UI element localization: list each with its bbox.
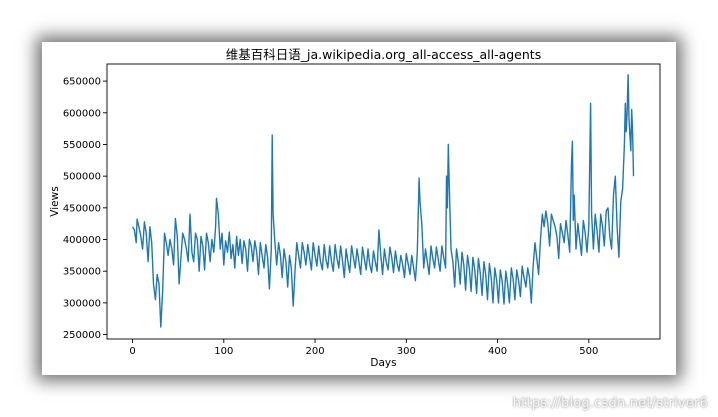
y-tick-label: 300000 (63, 298, 101, 309)
y-axis-label: Views (49, 186, 61, 216)
y-tick-label: 250000 (63, 330, 101, 341)
x-tick-label: 100 (214, 346, 233, 357)
y-tick-label: 600000 (63, 108, 101, 119)
x-axis-label: Days (370, 357, 396, 369)
chart-title: 维基百科日语_ja.wikipedia.org_all-access_all-a… (226, 47, 541, 62)
y-tick-label: 650000 (63, 77, 101, 88)
plot-frame (106, 63, 661, 340)
x-tick-label: 300 (397, 346, 416, 357)
series-line (131, 74, 635, 328)
y-tick-label: 450000 (63, 203, 101, 214)
x-tick-label: 0 (129, 346, 135, 357)
x-tick-label: 200 (306, 346, 325, 357)
y-tick-label: 550000 (63, 140, 101, 151)
x-tick-label: 500 (579, 346, 598, 357)
watermark: https://blog.csdn.net/striver6 (512, 396, 708, 411)
y-tick-label: 400000 (63, 235, 101, 246)
y-tick-label: 500000 (63, 172, 101, 183)
x-tick-label: 400 (488, 346, 507, 357)
y-tick-label: 350000 (63, 267, 101, 278)
